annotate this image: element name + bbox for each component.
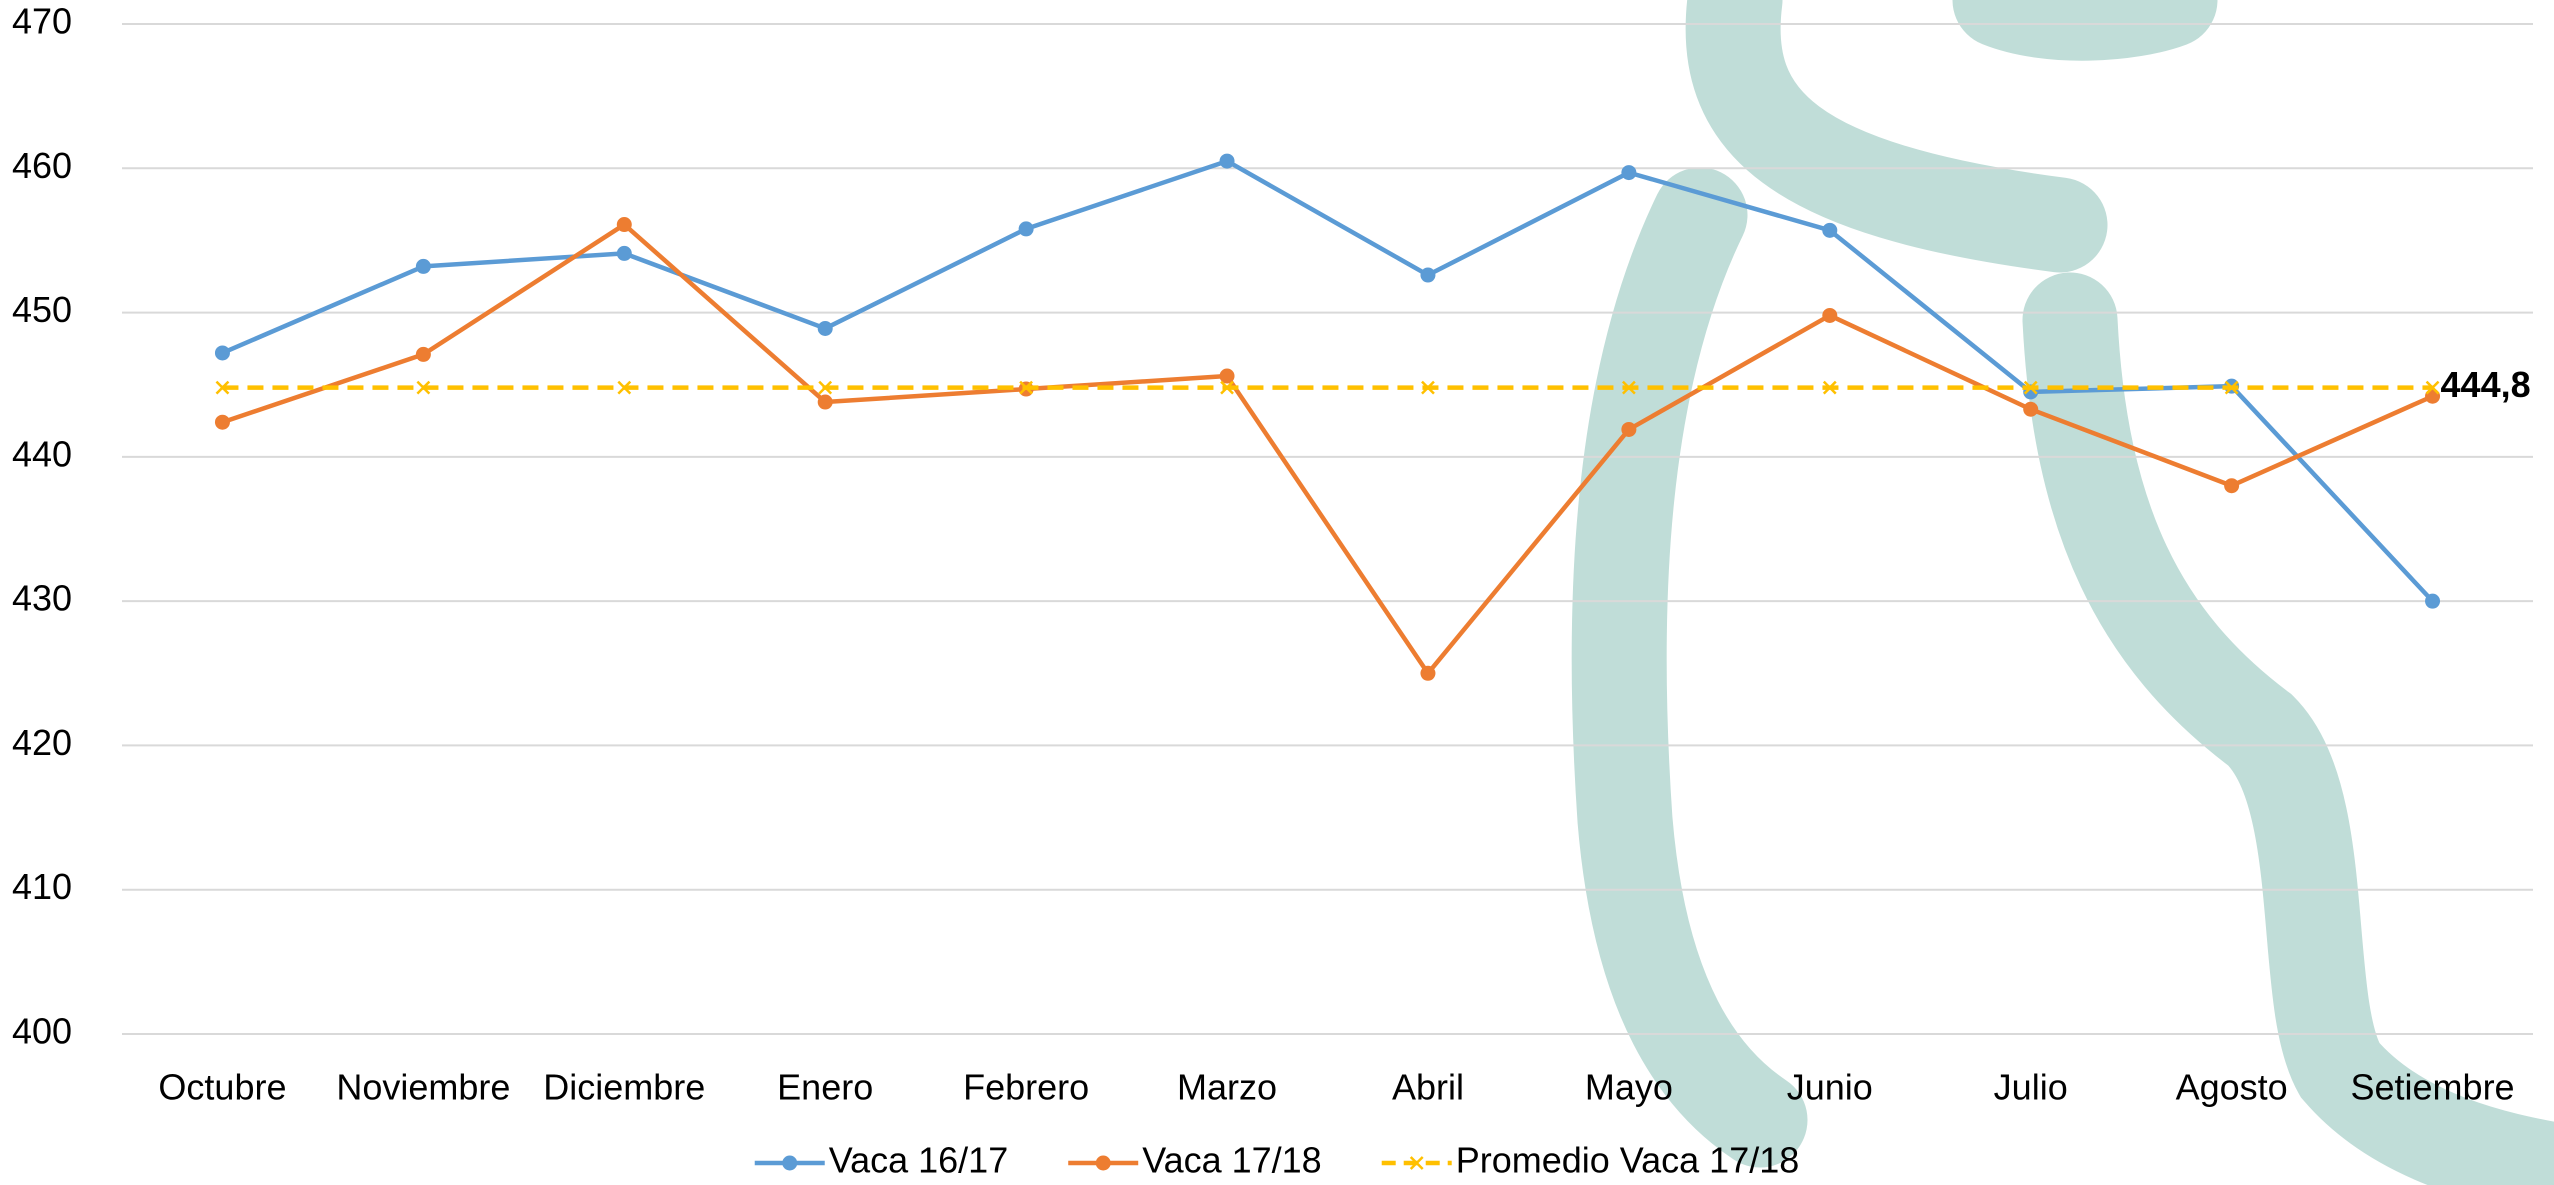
x-tick-label: Noviembre (336, 1067, 510, 1108)
x-tick-label: Abril (1392, 1067, 1464, 1108)
y-tick-label: 470 (12, 1, 72, 42)
legend-marker (1096, 1156, 1111, 1171)
x-tick-label: Julio (1994, 1067, 2068, 1108)
marker (2023, 402, 2038, 417)
legend-label: Vaca 17/18 (1142, 1140, 1321, 1181)
marker (416, 347, 431, 362)
marker (617, 217, 632, 232)
y-tick-label: 420 (12, 722, 72, 763)
x-tick-label: Enero (777, 1067, 873, 1108)
x-tick-label: Marzo (1177, 1067, 1277, 1108)
legend-label: Vaca 16/17 (829, 1140, 1008, 1181)
legend-item: Vaca 16/17 (755, 1140, 1008, 1181)
x-tick-label: Octubre (158, 1067, 286, 1108)
x-tick-label: Junio (1787, 1067, 1873, 1108)
marker (1822, 308, 1837, 323)
legend-item: Vaca 17/18 (1068, 1140, 1321, 1181)
watermark (1619, 0, 2554, 1170)
y-tick-label: 460 (12, 145, 72, 186)
marker (2425, 389, 2440, 404)
marker (215, 415, 230, 430)
y-tick-label: 450 (12, 289, 72, 330)
chart: 400 410 420 430 440 450 460 470 Octubre Noviembre… (0, 0, 2554, 1185)
marker (1420, 268, 1435, 283)
x-tick-label: Mayo (1585, 1067, 1673, 1108)
marker (215, 345, 230, 360)
marker (818, 395, 833, 410)
legend-label: Promedio Vaca 17/18 (1456, 1140, 1800, 1181)
legend-item: Promedio Vaca 17/18 (1382, 1140, 1800, 1181)
marker (818, 321, 833, 336)
watermark-stroke (1619, 215, 1760, 1120)
y-tick-label: 410 (12, 866, 72, 907)
marker (2224, 478, 2239, 493)
watermark-stroke (2000, 0, 2170, 13)
marker (1019, 221, 1034, 236)
x-tick-label: Febrero (963, 1067, 1089, 1108)
marker (1621, 422, 1636, 437)
data-label: 444,8 (2441, 364, 2531, 405)
marker (2425, 594, 2440, 609)
x-tick-label: Agosto (2176, 1067, 2288, 1108)
marker (416, 259, 431, 274)
y-tick-label: 430 (12, 578, 72, 619)
y-tick-label: 400 (12, 1011, 72, 1052)
x-tick-label: Setiembre (2351, 1067, 2515, 1108)
legend: Vaca 16/17 Vaca 17/18 Promedio Vaca 17/18 (755, 1140, 1800, 1181)
marker (1220, 154, 1235, 169)
marker (1420, 666, 1435, 681)
marker (1621, 165, 1636, 180)
legend-marker (782, 1156, 797, 1171)
marker (1822, 223, 1837, 238)
x-tick-label: Diciembre (543, 1067, 705, 1108)
y-tick-label: 440 (12, 433, 72, 474)
marker (617, 246, 632, 261)
